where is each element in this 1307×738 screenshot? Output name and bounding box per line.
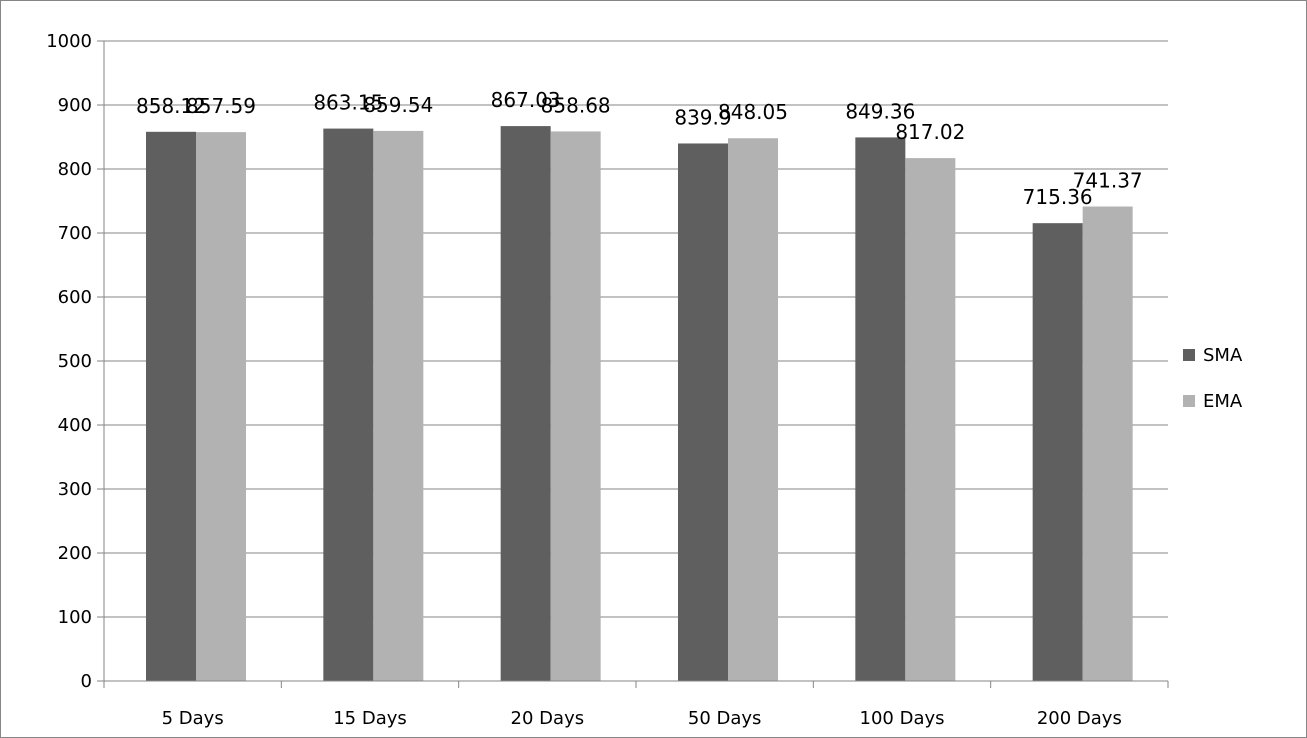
data-label-ema: 741.37 (1073, 169, 1143, 193)
legend-label-sma: SMA (1203, 345, 1243, 366)
data-label-sma: 715.36 (1023, 185, 1093, 209)
bar-ema (196, 132, 246, 681)
legend-label-ema: EMA (1203, 391, 1243, 412)
data-label-ema: 857.59 (186, 94, 256, 118)
data-label-ema: 848.05 (718, 100, 788, 124)
x-tick-label: 100 Days (860, 708, 945, 729)
bar-sma (1032, 223, 1083, 681)
bar-ema (905, 158, 956, 682)
legend-swatch-ema (1183, 395, 1195, 407)
bar-ema (373, 130, 424, 681)
x-tick-label: 20 Days (511, 708, 585, 729)
data-label-sma: 849.36 (845, 99, 915, 123)
data-label-ema: 859.54 (363, 93, 433, 117)
bar-ema (1082, 206, 1133, 681)
bars (146, 126, 1133, 682)
y-tick-label: 200 (58, 543, 92, 564)
bar-sma (855, 137, 906, 681)
y-tick-label: 700 (58, 223, 92, 244)
bar-sma (678, 143, 728, 682)
data-label-sma: 863.15 (313, 91, 383, 115)
data-label-ema: 858.68 (541, 93, 611, 117)
x-tick-label: 200 Days (1037, 708, 1122, 729)
legend: SMA EMA (1183, 345, 1243, 412)
x-tick-label: 5 Days (162, 708, 224, 729)
x-tick-label: 50 Days (688, 708, 762, 729)
y-tick-label: 800 (58, 159, 92, 180)
data-label-sma: 858.12 (136, 94, 206, 118)
axes: 0 100 200 300 400 500 600 700 800 900 1000 5 Days 15… (46, 31, 1169, 729)
gridlines (104, 40, 1168, 618)
x-tick-label: 15 Days (333, 708, 407, 729)
bar-ema (550, 131, 601, 681)
y-tick-label: 0 (81, 671, 92, 692)
bar-sma (323, 128, 374, 682)
bar-sma (500, 126, 551, 681)
y-tick-label: 500 (58, 351, 92, 372)
y-tick-label: 1000 (46, 31, 92, 52)
y-tick-label: 300 (58, 479, 92, 500)
data-label-sma: 867.03 (491, 88, 561, 112)
data-label-sma: 839.9 (674, 105, 731, 129)
y-tick-label: 400 (58, 415, 92, 436)
y-tick-label: 600 (58, 287, 92, 308)
legend-swatch-sma (1183, 349, 1195, 361)
y-tick-label: 100 (58, 607, 92, 628)
bar-ema (728, 138, 778, 682)
data-label-ema: 817.02 (895, 120, 965, 144)
bar-sma (146, 131, 196, 681)
y-tick-label: 900 (58, 95, 92, 116)
